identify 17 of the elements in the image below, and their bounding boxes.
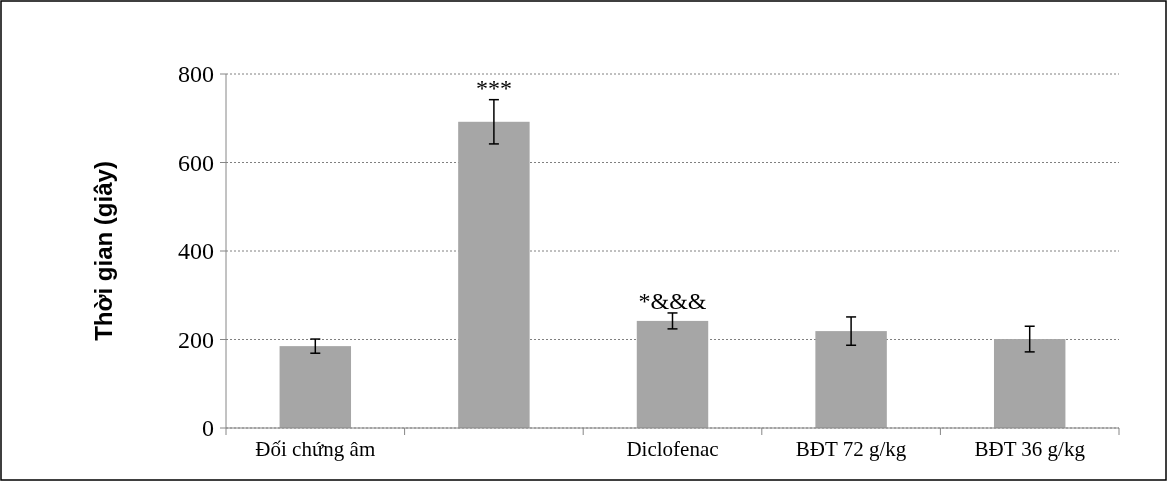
y-tick-label: 800	[178, 61, 214, 88]
bar	[815, 331, 887, 428]
bar	[636, 320, 709, 428]
x-tick-label: Diclofenac	[626, 437, 719, 461]
bar	[279, 346, 352, 428]
y-tick-label: 0	[202, 415, 214, 442]
y-tick-label: 400	[178, 238, 214, 265]
y-tick-label: 200	[178, 326, 214, 353]
bar	[458, 121, 530, 428]
annotation: *&&&	[638, 287, 707, 314]
y-tick-label: 600	[178, 149, 214, 176]
x-tick-label: BĐT 36 g/kg	[974, 437, 1086, 461]
annotation: ***	[475, 74, 512, 101]
x-tick-label: BĐT 72 g/kg	[795, 437, 907, 461]
y-axis-title: Thời gian (giây)	[90, 161, 117, 341]
bar	[993, 339, 1066, 428]
x-tick-label: Đối chứng âm	[255, 437, 376, 461]
